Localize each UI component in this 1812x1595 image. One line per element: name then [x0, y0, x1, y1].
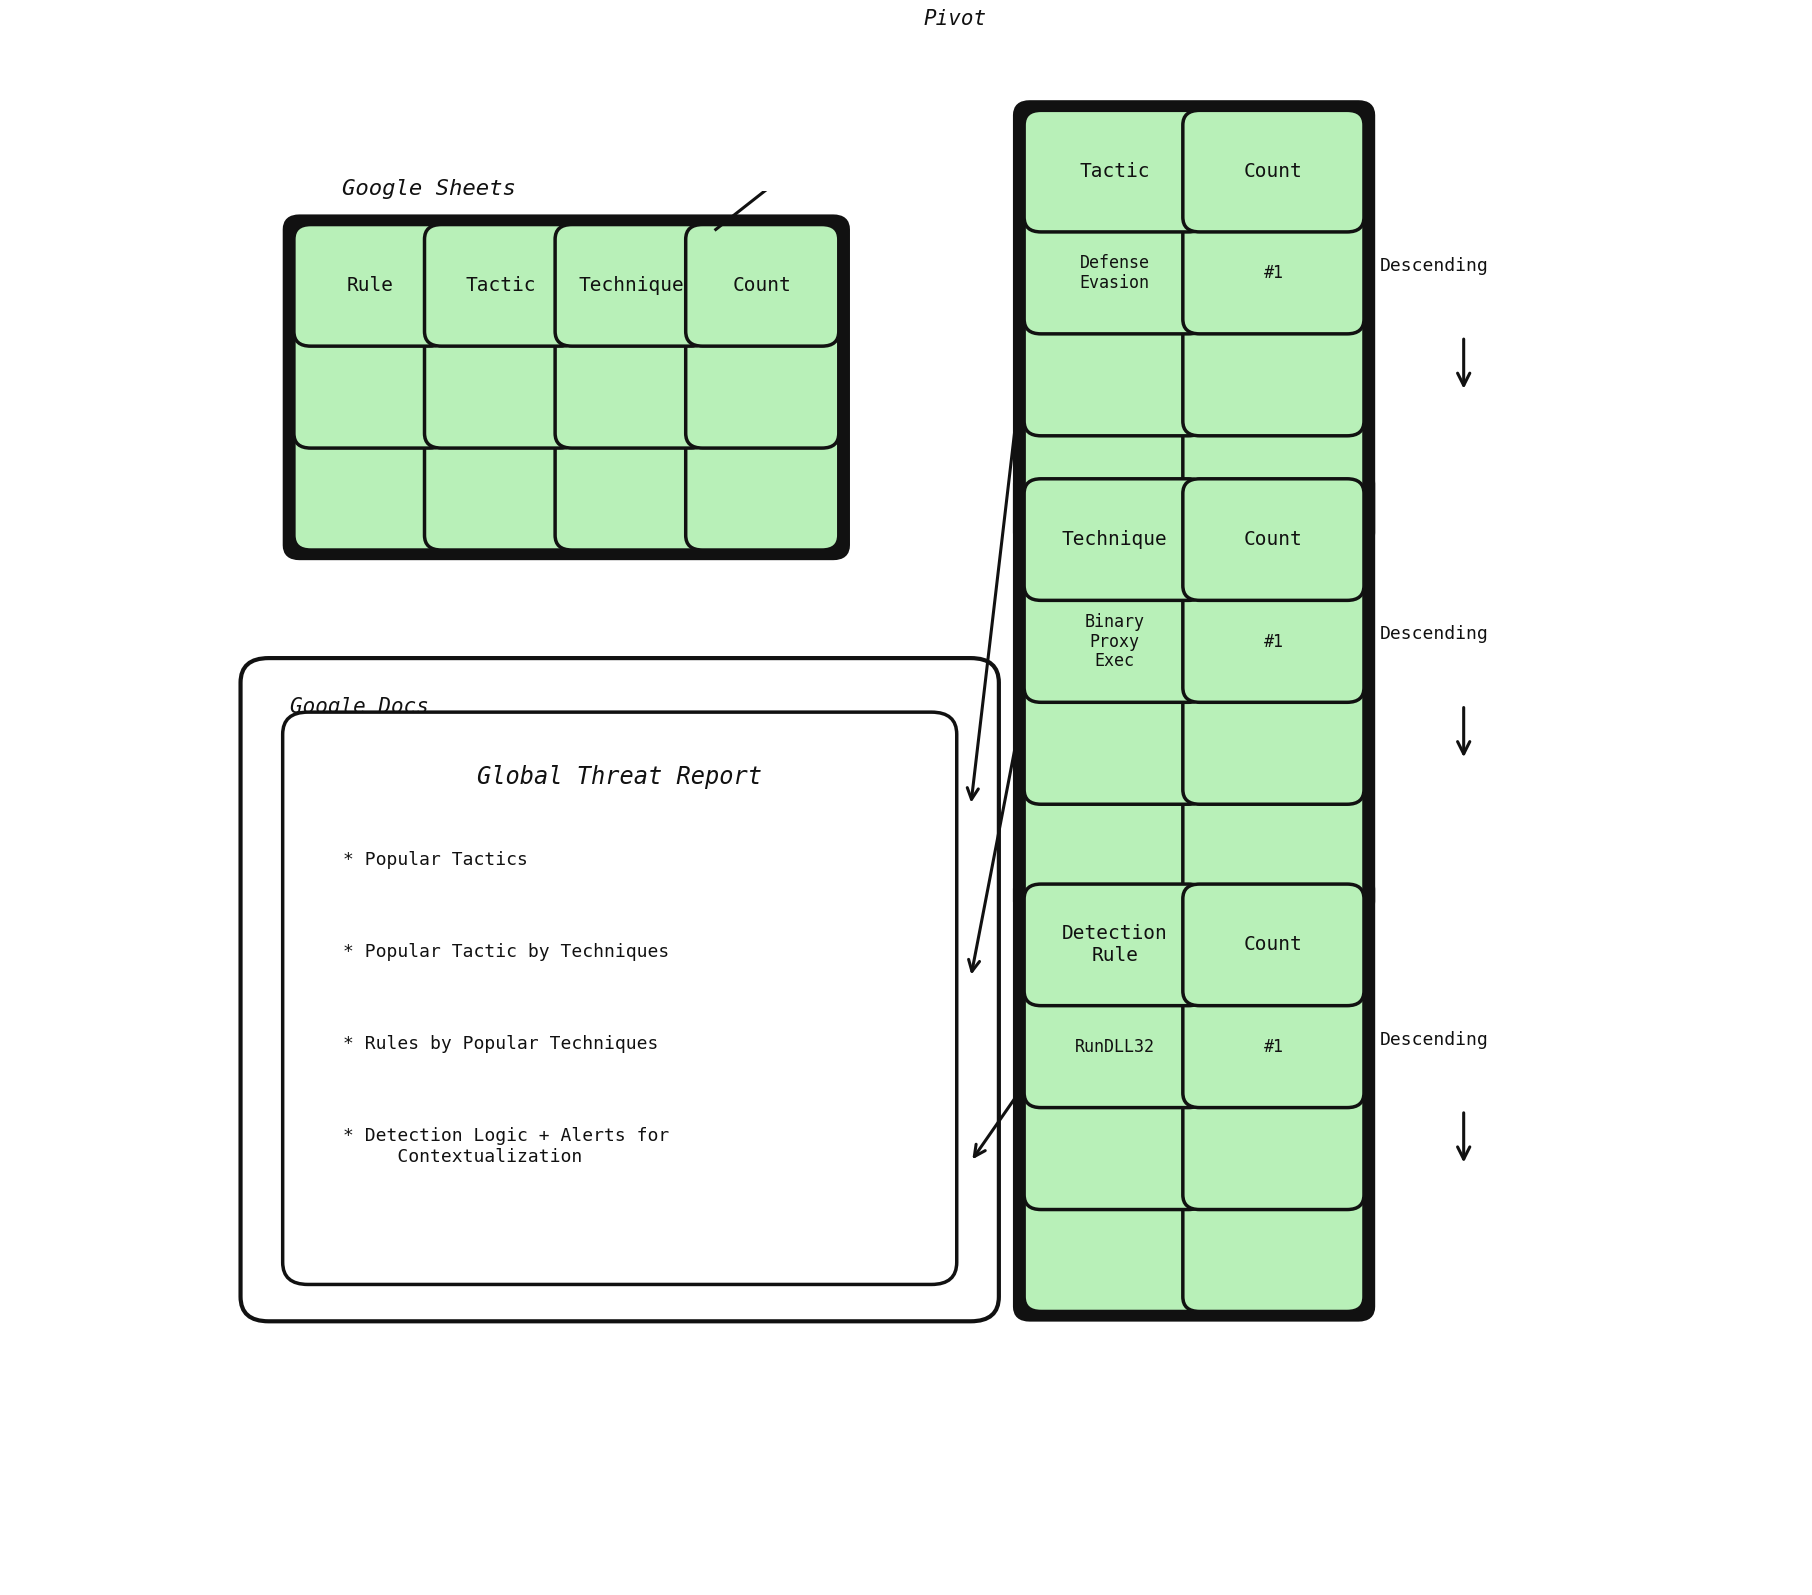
Text: #1: #1: [1263, 265, 1283, 282]
Text: Technique: Technique: [1062, 530, 1167, 549]
FancyBboxPatch shape: [1017, 104, 1372, 545]
Text: * Detection Logic + Alerts for
     Contextualization: * Detection Logic + Alerts for Contextua…: [342, 1128, 669, 1166]
Text: #1: #1: [1263, 1038, 1283, 1056]
FancyBboxPatch shape: [1024, 683, 1205, 804]
Text: Google Docs: Google Docs: [290, 697, 429, 718]
FancyBboxPatch shape: [1183, 785, 1364, 906]
Text: * Rules by Popular Techniques: * Rules by Popular Techniques: [342, 1035, 658, 1053]
Text: Count: Count: [732, 276, 792, 295]
FancyBboxPatch shape: [1024, 884, 1205, 1006]
Text: Descending: Descending: [1379, 1030, 1488, 1048]
FancyBboxPatch shape: [424, 327, 578, 448]
FancyBboxPatch shape: [286, 217, 848, 557]
FancyBboxPatch shape: [294, 327, 448, 448]
Text: Global Threat Report: Global Threat Report: [477, 766, 763, 790]
FancyBboxPatch shape: [1024, 785, 1205, 906]
Text: Descending: Descending: [1379, 257, 1488, 274]
FancyBboxPatch shape: [1183, 212, 1364, 333]
FancyBboxPatch shape: [1183, 110, 1364, 231]
FancyBboxPatch shape: [685, 327, 839, 448]
FancyBboxPatch shape: [1024, 478, 1205, 600]
Text: RunDLL32: RunDLL32: [1075, 1038, 1154, 1056]
FancyBboxPatch shape: [1017, 877, 1372, 1319]
FancyBboxPatch shape: [241, 659, 998, 1321]
FancyBboxPatch shape: [283, 711, 957, 1284]
Text: Pivot: Pivot: [924, 10, 986, 29]
FancyBboxPatch shape: [1024, 1190, 1205, 1311]
FancyBboxPatch shape: [294, 225, 448, 346]
FancyBboxPatch shape: [685, 429, 839, 550]
FancyBboxPatch shape: [1024, 110, 1205, 231]
FancyBboxPatch shape: [424, 429, 578, 550]
FancyBboxPatch shape: [1183, 478, 1364, 600]
FancyBboxPatch shape: [554, 225, 708, 346]
FancyBboxPatch shape: [1024, 1088, 1205, 1209]
Text: Descending: Descending: [1379, 625, 1488, 643]
Text: Defense
Evasion: Defense Evasion: [1080, 254, 1151, 292]
Text: Detection
Rule: Detection Rule: [1062, 925, 1167, 965]
FancyBboxPatch shape: [1024, 416, 1205, 538]
FancyBboxPatch shape: [1183, 884, 1364, 1006]
Text: * Popular Tactic by Techniques: * Popular Tactic by Techniques: [342, 943, 669, 962]
FancyBboxPatch shape: [554, 327, 708, 448]
FancyBboxPatch shape: [1183, 986, 1364, 1107]
FancyBboxPatch shape: [685, 225, 839, 346]
Text: Technique: Technique: [578, 276, 685, 295]
FancyBboxPatch shape: [294, 429, 448, 550]
FancyBboxPatch shape: [554, 429, 708, 550]
Text: Count: Count: [1245, 161, 1303, 180]
Text: #1: #1: [1263, 633, 1283, 651]
Text: Tactic: Tactic: [466, 276, 536, 295]
Text: * Popular Tactics: * Popular Tactics: [342, 850, 527, 869]
Text: Google Sheets: Google Sheets: [342, 179, 516, 199]
FancyBboxPatch shape: [1183, 1190, 1364, 1311]
FancyBboxPatch shape: [1183, 581, 1364, 702]
FancyBboxPatch shape: [1183, 314, 1364, 435]
Text: Count: Count: [1245, 935, 1303, 954]
FancyBboxPatch shape: [1183, 683, 1364, 804]
FancyBboxPatch shape: [424, 225, 578, 346]
Text: Binary
Proxy
Exec: Binary Proxy Exec: [1085, 612, 1145, 670]
FancyBboxPatch shape: [1017, 472, 1372, 914]
Text: Rule: Rule: [346, 276, 393, 295]
FancyBboxPatch shape: [1024, 314, 1205, 435]
FancyBboxPatch shape: [1183, 416, 1364, 538]
Text: Tactic: Tactic: [1080, 161, 1151, 180]
FancyBboxPatch shape: [1024, 986, 1205, 1107]
FancyBboxPatch shape: [1024, 581, 1205, 702]
Text: Count: Count: [1245, 530, 1303, 549]
FancyBboxPatch shape: [1183, 1088, 1364, 1209]
FancyBboxPatch shape: [1024, 212, 1205, 333]
